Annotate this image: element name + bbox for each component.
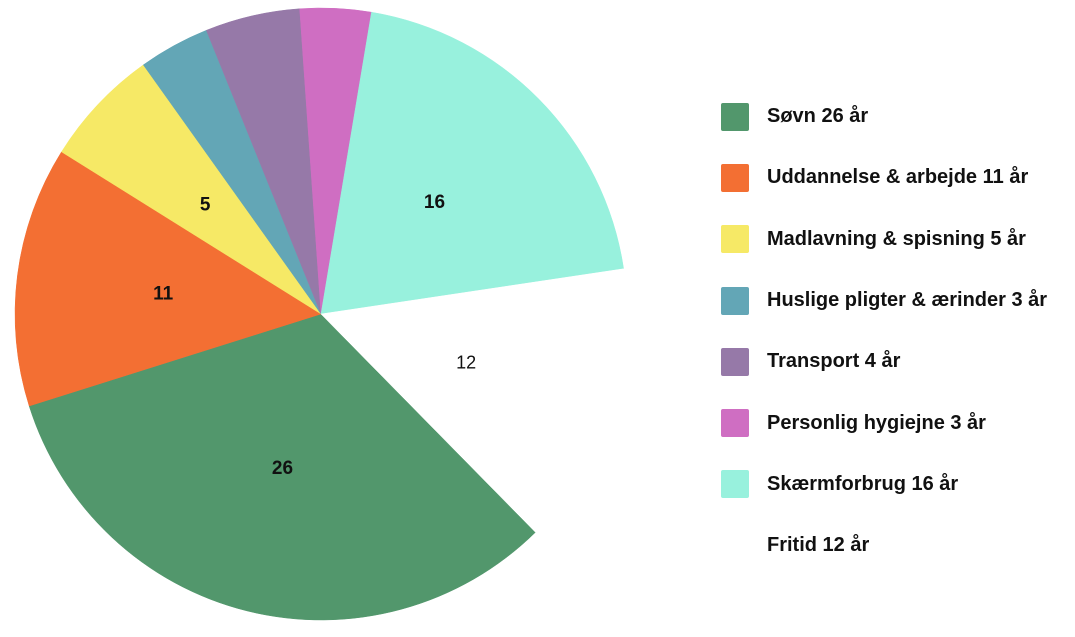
pie-slice-label-7: 12 (456, 353, 476, 373)
legend-label-5: Personlig hygiejne 3 år (767, 411, 986, 434)
legend-label-1: Uddannelse & arbejde 11 år (767, 166, 1029, 189)
legend-swatch-1 (721, 163, 749, 192)
pie-chart: 26 11 5 16 12 (14, 7, 628, 621)
legend-swatch-2 (721, 225, 749, 254)
legend-item-0: Søvn 26 år (721, 86, 1047, 147)
pie-slice-label-1: 11 (153, 283, 174, 304)
legend-swatch-7 (721, 531, 749, 560)
pie-slice-label-6: 16 (424, 192, 445, 213)
legend-item-4: Transport 4 år (721, 331, 1047, 392)
legend-swatch-4 (721, 347, 749, 376)
legend-swatch-0 (721, 102, 749, 131)
pie-slice-0 (28, 313, 536, 621)
legend-item-1: Uddannelse & arbejde 11 år (721, 147, 1047, 208)
pie-slice-2 (61, 64, 322, 315)
legend-label-6: Skærmforbrug 16 år (767, 472, 959, 495)
legend-item-2: Madlavning & spisning 5 år (721, 209, 1047, 270)
pie-slice-label-0: 26 (272, 458, 293, 479)
legend-item-7: Fritid 12 år (721, 515, 1047, 576)
legend-label-2: Madlavning & spisning 5 år (767, 227, 1026, 250)
pie-slice-1 (14, 151, 322, 407)
legend-swatch-3 (721, 286, 749, 315)
legend-label-3: Huslige pligter & ærinder 3 år (767, 289, 1048, 312)
legend-item-3: Huslige pligter & ærinder 3 år (721, 270, 1047, 331)
legend-label-7: Fritid 12 år (767, 534, 870, 557)
legend-label-0: Søvn 26 år (767, 105, 869, 128)
pie-slice-6 (320, 11, 624, 315)
legend-item-6: Skærmforbrug 16 år (721, 454, 1047, 515)
legend-swatch-5 (721, 409, 749, 438)
legend-item-5: Personlig hygiejne 3 år (721, 392, 1047, 453)
legend-label-4: Transport 4 år (767, 350, 901, 373)
pie-slice-label-2: 5 (200, 194, 211, 215)
legend-swatch-6 (721, 470, 749, 499)
chart-legend: Søvn 26 år Uddannelse & arbejde 11 år Madl… (721, 86, 1047, 576)
pie-slice-7 (320, 268, 628, 533)
